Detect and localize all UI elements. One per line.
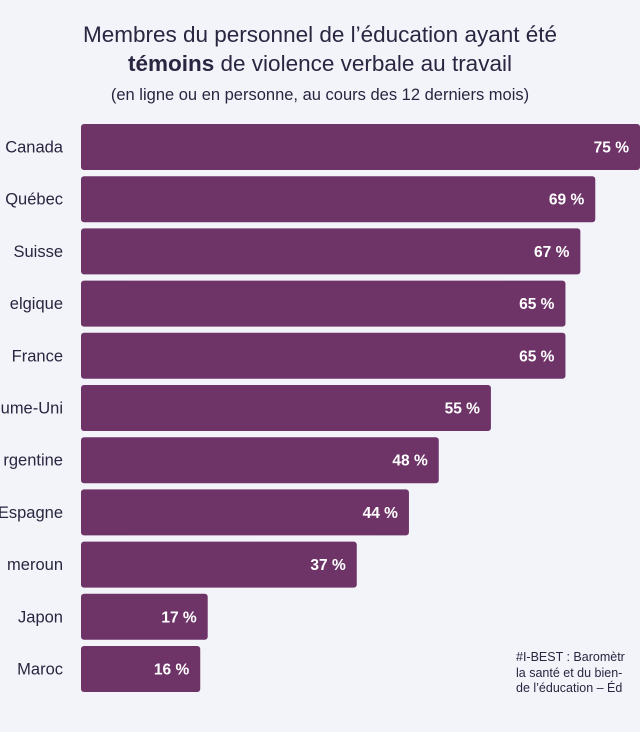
bar-cameroun bbox=[81, 541, 357, 588]
value-label: 17 % bbox=[161, 609, 197, 626]
chart-title-line1: Membres du personnel de l’éducation ayan… bbox=[82, 22, 558, 47]
value-label: 37 % bbox=[310, 557, 346, 574]
category-label: Québec bbox=[5, 191, 63, 209]
value-label: 65 % bbox=[519, 348, 555, 365]
value-label: 65 % bbox=[519, 296, 555, 313]
chart-title-rest: de violence verbale au travail bbox=[214, 51, 512, 76]
chart-title: Membres du personnel de l’éducation ayan… bbox=[0, 20, 640, 78]
bar-maroc bbox=[81, 646, 201, 692]
chart-subtitle: (en ligne ou en personne, au cours des 1… bbox=[110, 86, 530, 104]
bar-france bbox=[81, 332, 566, 379]
source-note: #I-BEST : Baromètr la santé et du bien- … bbox=[516, 650, 625, 697]
source-line1: #I-BEST : Baromètr bbox=[516, 650, 625, 664]
bar-suisse bbox=[81, 228, 581, 275]
category-label: rgentine bbox=[3, 452, 63, 470]
chart-title-emphasis: témoins bbox=[128, 51, 215, 76]
value-label: 44 % bbox=[363, 505, 399, 522]
value-label: 67 % bbox=[534, 244, 570, 261]
category-label: France bbox=[12, 347, 63, 365]
value-label: 69 % bbox=[549, 192, 585, 209]
bar-royaume-uni bbox=[81, 385, 491, 431]
bar-argentine bbox=[81, 437, 439, 484]
bar-canada bbox=[81, 124, 640, 170]
bar-japon bbox=[81, 593, 208, 640]
category-label: Maroc bbox=[17, 661, 63, 679]
category-label: Canada bbox=[5, 139, 64, 157]
bar-espagne bbox=[81, 489, 409, 536]
bar-belgique bbox=[81, 280, 566, 327]
chart-title-line2: témoins de violence verbale au travail bbox=[0, 49, 640, 78]
category-label: elgique bbox=[10, 295, 63, 313]
source-line2: la santé et du bien- bbox=[516, 665, 623, 680]
value-label: 75 % bbox=[594, 140, 630, 157]
category-label: meroun bbox=[7, 556, 63, 574]
value-label: 48 % bbox=[392, 453, 428, 470]
category-label: ume-Uni bbox=[1, 400, 63, 418]
bar-qu-bec bbox=[81, 176, 596, 223]
category-label: Suisse bbox=[13, 243, 63, 261]
value-label: 16 % bbox=[154, 662, 190, 679]
value-label: 55 % bbox=[445, 401, 481, 418]
source-line3: de l’éducation – Éd bbox=[516, 681, 623, 695]
category-label: Espagne bbox=[0, 504, 63, 522]
category-label: Japon bbox=[18, 608, 63, 626]
